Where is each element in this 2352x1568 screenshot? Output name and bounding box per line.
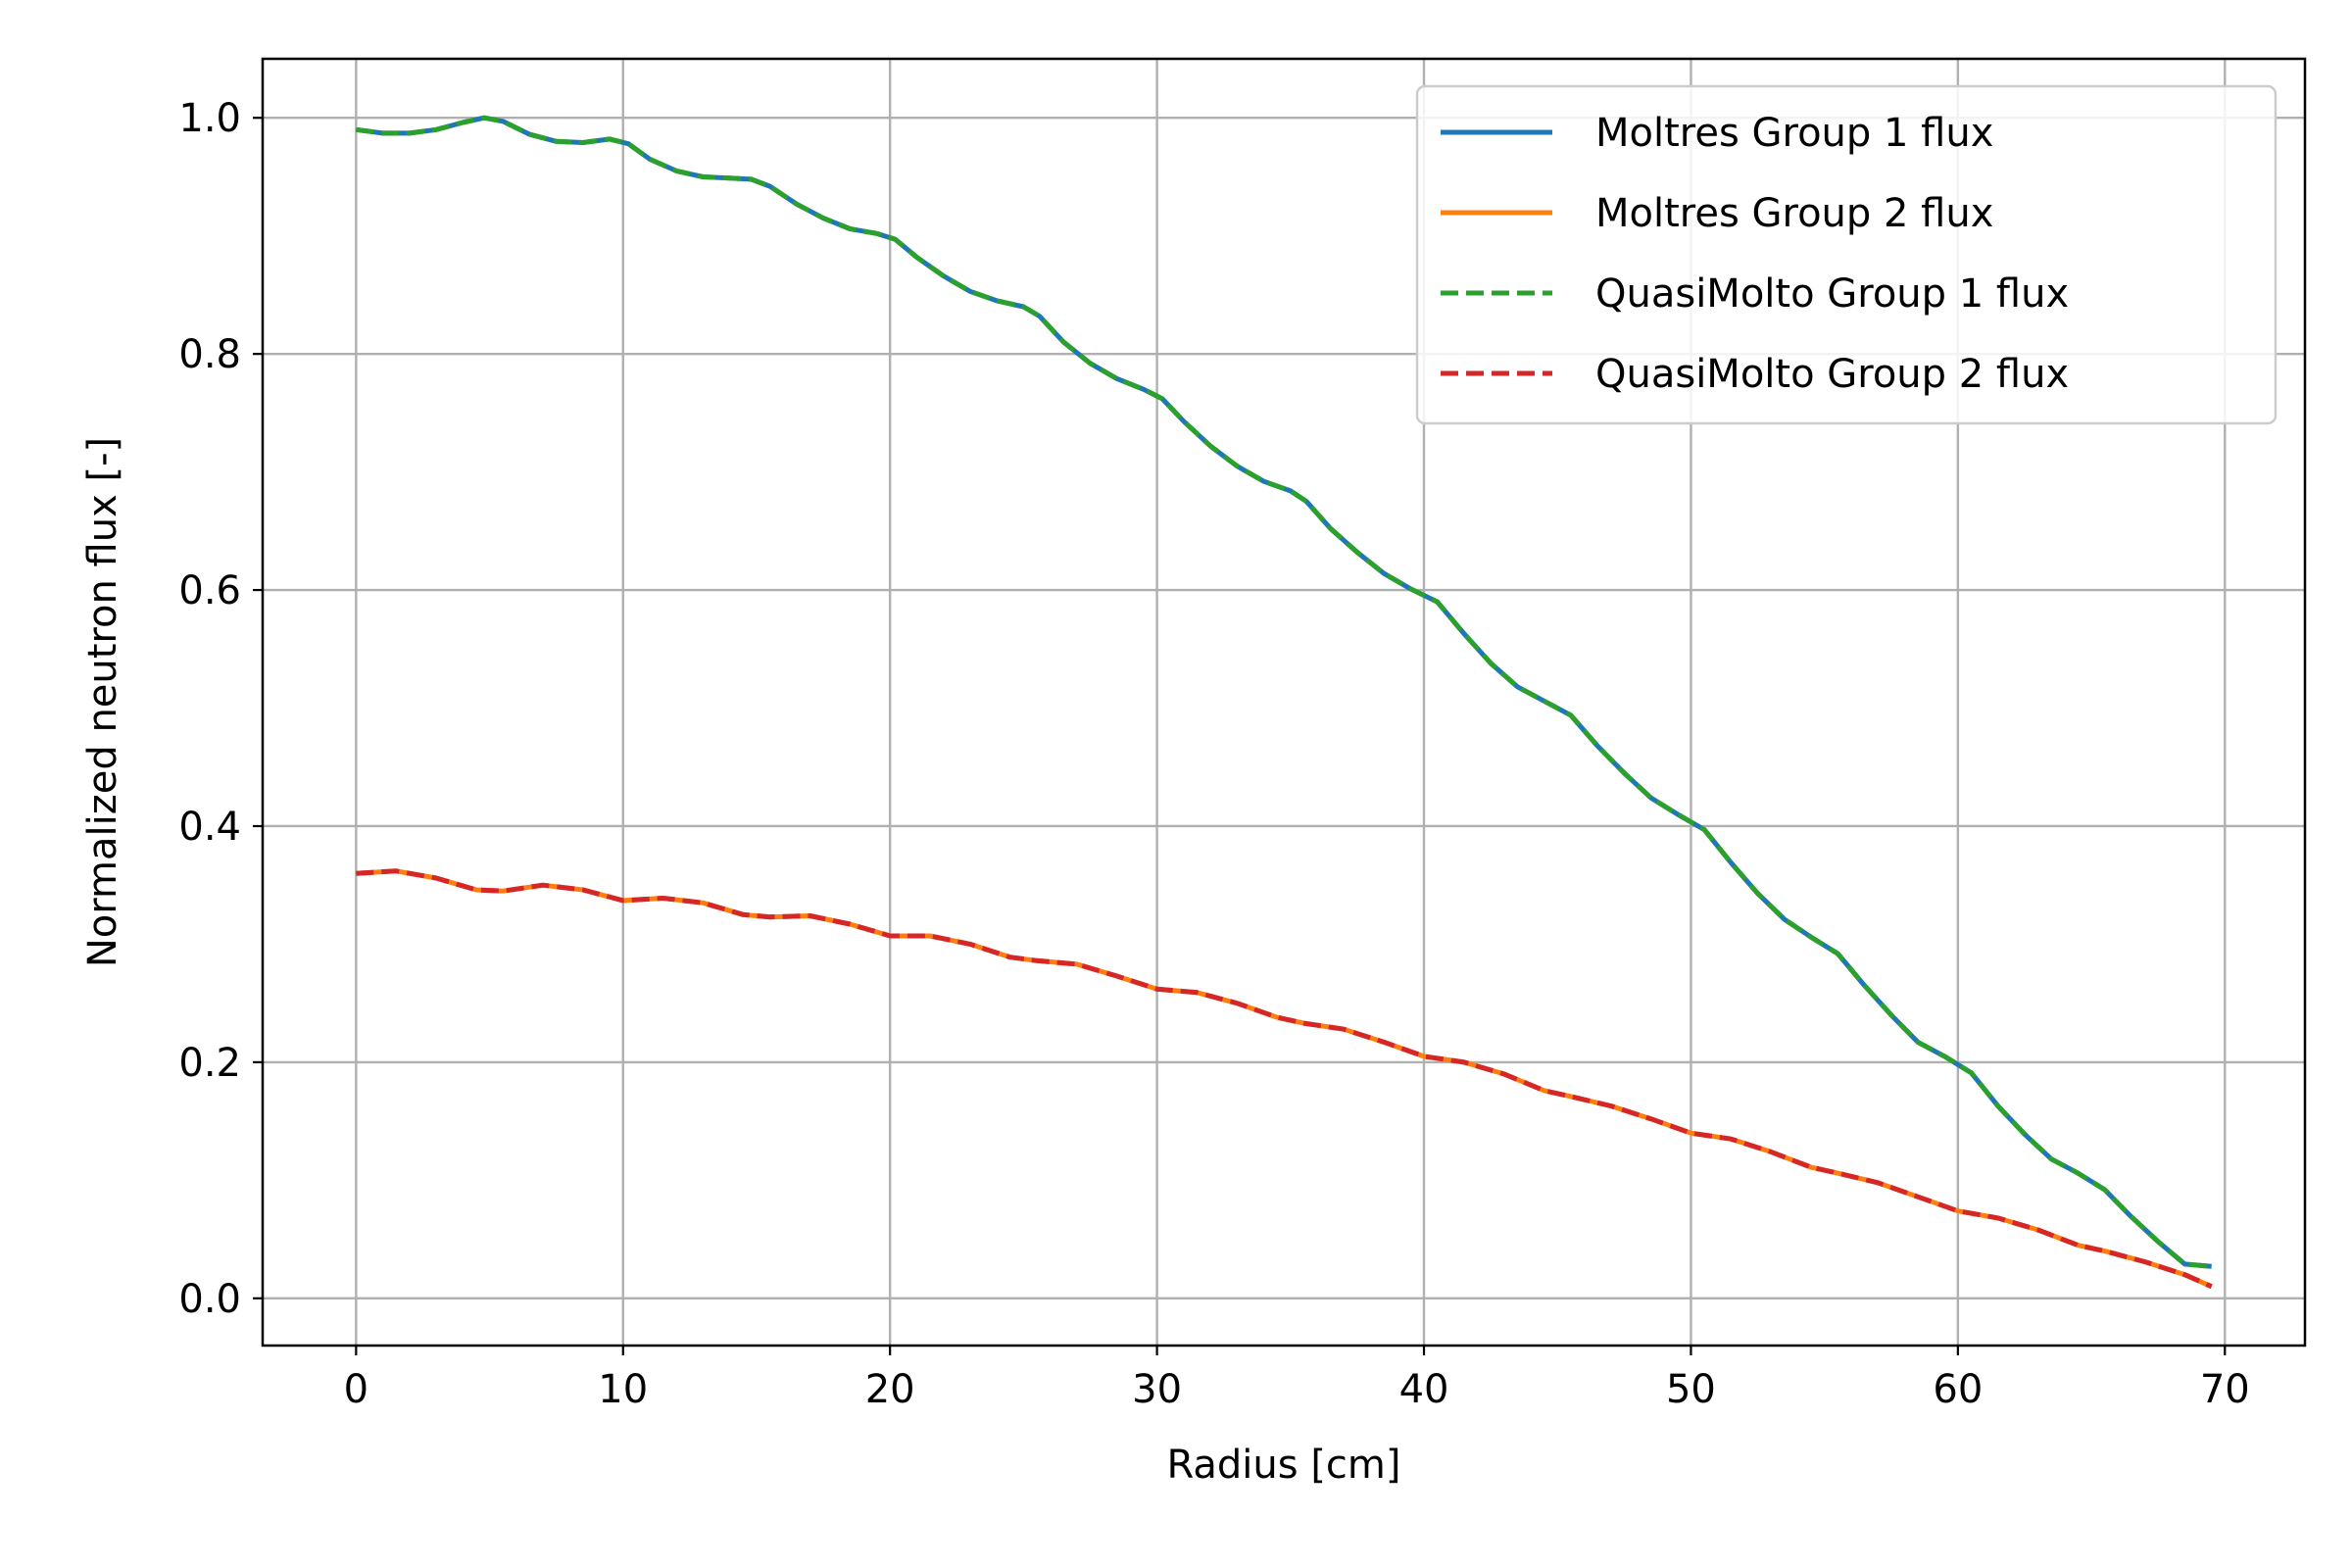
x-tick-label: 0 [344, 1367, 368, 1412]
y-tick-label: 0.4 [178, 805, 241, 850]
series-line-4 [356, 868, 2213, 1290]
legend-label: Moltres Group 1 flux [1595, 111, 1993, 156]
x-tick-label: 60 [1933, 1367, 1983, 1412]
x-tick-label: 20 [865, 1367, 915, 1412]
x-axis-label: Radius [cm] [1166, 1443, 1400, 1488]
y-tick-label: 0.0 [178, 1277, 241, 1322]
legend: Moltres Group 1 flux Moltres Group 2 flux… [1415, 84, 2278, 425]
y-tick-label: 0.8 [178, 332, 241, 377]
y-tick-label: 0.2 [178, 1041, 241, 1086]
y-tick-label: 0.6 [178, 568, 241, 613]
x-tick-label: 50 [1666, 1367, 1716, 1412]
series-layer [355, 115, 2213, 1290]
legend-label: QuasiMolto Group 2 flux [1595, 352, 2069, 397]
y-axis: 0.0 0.2 0.4 0.6 0.8 1.0 [178, 96, 263, 1322]
series-line-3 [355, 115, 2212, 1269]
x-tick-label: 30 [1132, 1367, 1182, 1412]
legend-box [1415, 84, 2278, 425]
plot-frame [261, 57, 2307, 1348]
legend-label: Moltres Group 2 flux [1595, 191, 1993, 236]
y-axis-label: Normalized neutron flux [-] [80, 437, 125, 967]
y-tick-label: 1.0 [178, 96, 241, 141]
x-axis: 0 10 20 30 40 50 60 70 [344, 1346, 2250, 1412]
x-tick-label: 10 [598, 1367, 648, 1412]
x-tick-label: 40 [1399, 1367, 1449, 1412]
x-tick-label: 70 [2200, 1367, 2250, 1412]
legend-label: QuasiMolto Group 1 flux [1595, 271, 2069, 317]
